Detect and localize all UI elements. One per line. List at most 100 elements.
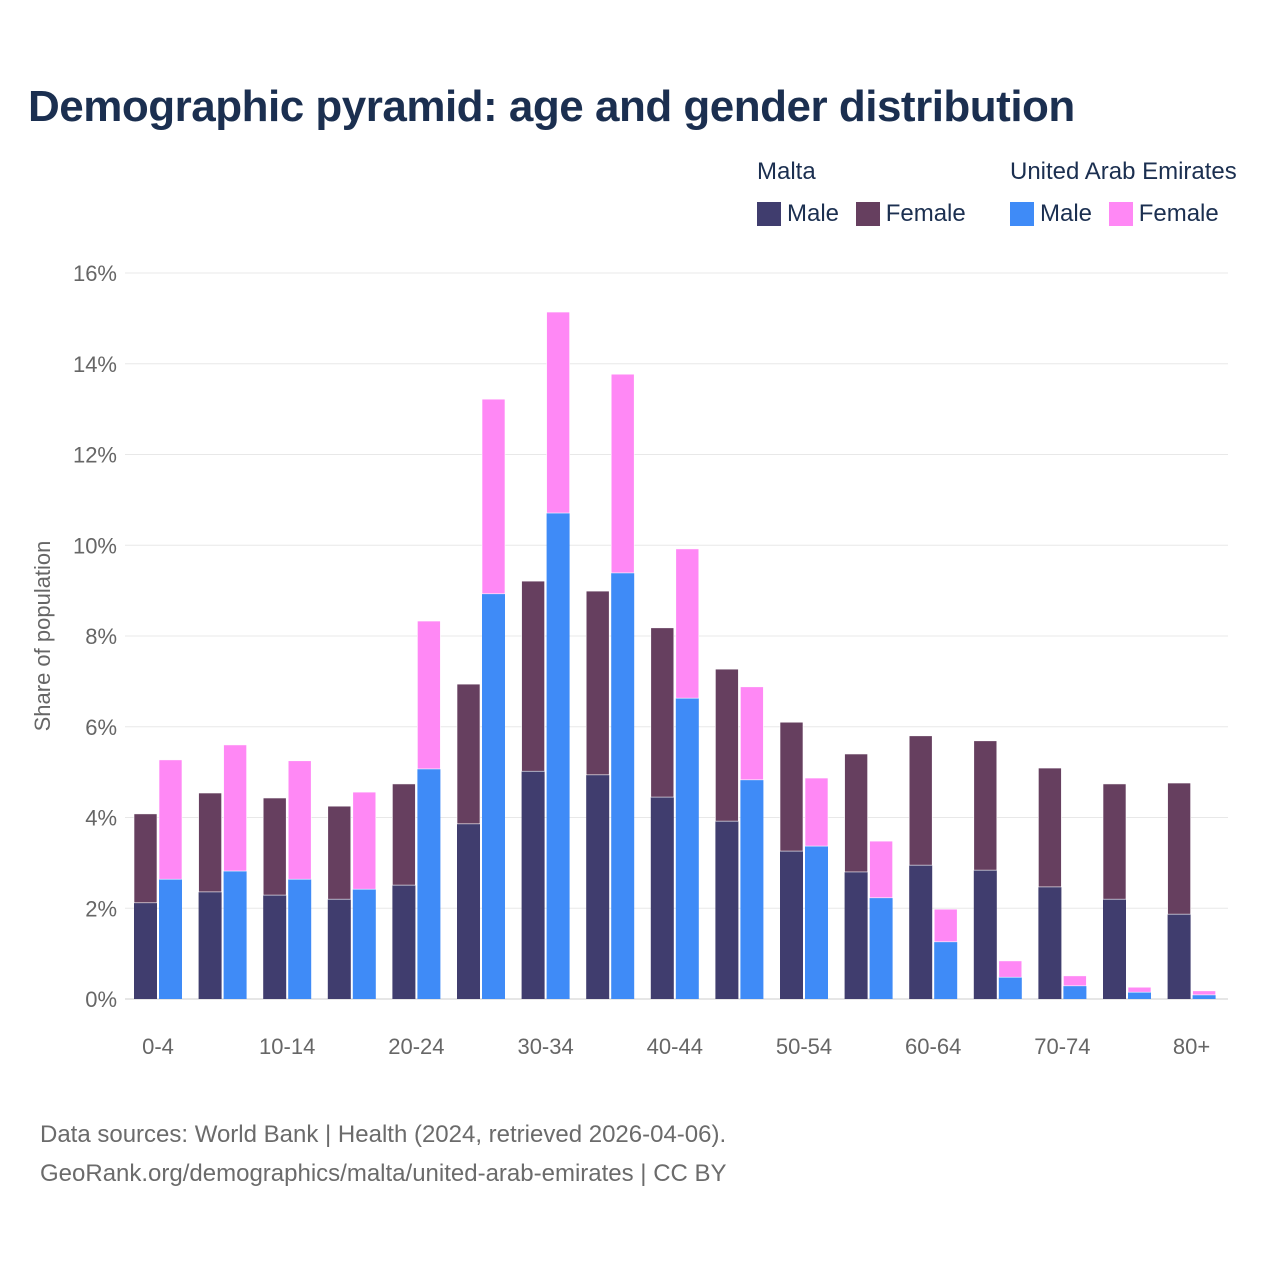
- bar-united-arab-emirates-male-55-59[interactable]: [869, 897, 893, 999]
- bar-united-arab-emirates-female-30-34[interactable]: [546, 311, 570, 514]
- bar-united-arab-emirates-male-0-4[interactable]: [159, 879, 182, 999]
- bar-malta-female-45-49[interactable]: [715, 668, 739, 822]
- bar-united-arab-emirates-male-70-74[interactable]: [1063, 985, 1087, 999]
- y-tick-label: 10%: [73, 533, 117, 558]
- legend-item-uae-female[interactable]: Female: [1108, 200, 1219, 228]
- legend-swatch: [1108, 202, 1133, 226]
- bar-malta-female-50-54[interactable]: [779, 721, 804, 852]
- bar-united-arab-emirates-female-10-14[interactable]: [287, 760, 312, 880]
- bar-malta-female-20-24[interactable]: [392, 783, 416, 886]
- bar-malta-female-10-14[interactable]: [262, 797, 287, 896]
- bar-malta-male-70-74[interactable]: [1038, 886, 1062, 999]
- legend-label: Male: [1040, 200, 1093, 227]
- bar-malta-male-75-79[interactable]: [1103, 899, 1126, 999]
- bar-united-arab-emirates-male-20-24[interactable]: [417, 768, 441, 999]
- bar-united-arab-emirates-female-65-69[interactable]: [998, 960, 1023, 978]
- bar-united-arab-emirates-male-10-14[interactable]: [288, 879, 312, 999]
- bar-united-arab-emirates-female-55-59[interactable]: [869, 840, 893, 899]
- bar-united-arab-emirates-female-15-19[interactable]: [352, 791, 377, 890]
- bar-malta-male-15-19[interactable]: [327, 899, 351, 999]
- bar-malta-female-55-59[interactable]: [844, 753, 868, 873]
- bar-united-arab-emirates-female-20-24[interactable]: [417, 620, 441, 770]
- bar-united-arab-emirates-male-40-44[interactable]: [675, 698, 699, 999]
- y-tick-label: 6%: [85, 715, 117, 740]
- bar-malta-female-15-19[interactable]: [327, 805, 352, 900]
- bar-malta-male-20-24[interactable]: [392, 885, 416, 999]
- bar-united-arab-emirates-female-0-4[interactable]: [158, 759, 183, 880]
- legend-malta: Malta Male Female: [757, 158, 976, 233]
- bar-united-arab-emirates-male-75-79[interactable]: [1128, 992, 1151, 999]
- bar-malta-male-40-44[interactable]: [650, 797, 674, 999]
- bar-united-arab-emirates-female-5-9[interactable]: [223, 744, 247, 872]
- bar-malta-male-35-39[interactable]: [586, 774, 610, 999]
- bar-united-arab-emirates-male-60-64[interactable]: [934, 941, 958, 999]
- bar-united-arab-emirates-male-5-9[interactable]: [223, 871, 247, 999]
- x-tick-label: 60-64: [905, 1034, 961, 1059]
- y-tick-label: 4%: [85, 806, 117, 831]
- bar-united-arab-emirates-male-35-39[interactable]: [611, 572, 635, 999]
- bar-malta-female-5-9[interactable]: [198, 792, 222, 893]
- bar-united-arab-emirates-female-25-29[interactable]: [481, 398, 506, 595]
- bar-malta-male-0-4[interactable]: [134, 902, 157, 999]
- bar-malta-female-0-4[interactable]: [133, 813, 158, 904]
- bar-united-arab-emirates-female-50-54[interactable]: [804, 777, 829, 847]
- bar-united-arab-emirates-male-80+[interactable]: [1192, 994, 1216, 999]
- y-tick-label: 2%: [85, 896, 117, 921]
- bar-malta-male-65-69[interactable]: [973, 870, 997, 999]
- x-tick-label: 10-14: [259, 1034, 315, 1059]
- bar-malta-female-30-34[interactable]: [521, 580, 545, 772]
- y-axis-label: Share of population: [30, 541, 55, 732]
- chart-title: Demographic pyramid: age and gender dist…: [28, 82, 1075, 131]
- x-tick-label: 70-74: [1034, 1034, 1090, 1059]
- bar-malta-female-65-69[interactable]: [973, 740, 998, 871]
- legend-item-malta-female[interactable]: Female: [855, 200, 966, 228]
- footer-sources: Data sources: World Bank | Health (2024,…: [40, 1121, 727, 1148]
- bar-malta-female-35-39[interactable]: [585, 590, 610, 776]
- bar-united-arab-emirates-male-65-69[interactable]: [998, 977, 1022, 999]
- bar-malta-male-10-14[interactable]: [263, 895, 287, 999]
- bar-malta-male-25-29[interactable]: [457, 823, 480, 999]
- x-tick-label: 30-34: [517, 1034, 573, 1059]
- legend-uae: United Arab Emirates Male Female: [1010, 158, 1237, 233]
- bar-malta-male-30-34[interactable]: [521, 771, 545, 999]
- legend-group-title: United Arab Emirates: [1010, 158, 1237, 185]
- bar-malta-male-60-64[interactable]: [909, 865, 933, 999]
- legend-item-malta-male[interactable]: Male: [757, 200, 839, 228]
- x-tick-label: 80+: [1173, 1034, 1210, 1059]
- bar-united-arab-emirates-male-25-29[interactable]: [482, 593, 505, 999]
- bar-malta-male-50-54[interactable]: [780, 851, 803, 999]
- bar-united-arab-emirates-male-30-34[interactable]: [546, 513, 570, 999]
- bar-malta-male-45-49[interactable]: [715, 821, 739, 999]
- legend-item-uae-male[interactable]: Male: [1010, 200, 1092, 228]
- legend-label: Female: [885, 200, 966, 227]
- bar-malta-female-40-44[interactable]: [650, 627, 675, 798]
- legend-swatch: [855, 202, 880, 226]
- y-tick-label: 14%: [73, 352, 117, 377]
- bar-united-arab-emirates-male-15-19[interactable]: [352, 889, 376, 999]
- y-tick-label: 8%: [85, 624, 117, 649]
- legend-label: Female: [1138, 200, 1219, 227]
- bar-united-arab-emirates-female-45-49[interactable]: [740, 686, 764, 781]
- bar-malta-male-5-9[interactable]: [198, 891, 222, 999]
- bar-united-arab-emirates-male-45-49[interactable]: [740, 779, 764, 999]
- bar-malta-female-80+[interactable]: [1167, 782, 1191, 915]
- bar-united-arab-emirates-female-40-44[interactable]: [675, 548, 700, 699]
- bar-united-arab-emirates-female-80+[interactable]: [1192, 990, 1216, 996]
- footer: Data sources: World Bank | Health (2024,…: [40, 1115, 727, 1193]
- bar-united-arab-emirates-female-60-64[interactable]: [933, 908, 958, 943]
- bar-united-arab-emirates-female-35-39[interactable]: [610, 373, 635, 574]
- footer-link[interactable]: GeoRank.org/demographics/malta/united-ar…: [40, 1160, 727, 1187]
- bar-united-arab-emirates-female-75-79[interactable]: [1127, 986, 1152, 993]
- bar-malta-female-70-74[interactable]: [1038, 767, 1062, 888]
- bar-malta-female-75-79[interactable]: [1102, 783, 1127, 900]
- bar-malta-female-25-29[interactable]: [456, 683, 481, 825]
- bar-united-arab-emirates-male-50-54[interactable]: [805, 846, 828, 999]
- bar-united-arab-emirates-female-70-74[interactable]: [1063, 975, 1087, 987]
- bar-malta-male-55-59[interactable]: [844, 871, 868, 999]
- bar-malta-female-60-64[interactable]: [908, 735, 933, 866]
- bar-malta-male-80+[interactable]: [1167, 914, 1191, 999]
- x-tick-label: 50-54: [776, 1034, 832, 1059]
- legend-swatch: [757, 202, 781, 226]
- x-tick-label: 0-4: [142, 1034, 174, 1059]
